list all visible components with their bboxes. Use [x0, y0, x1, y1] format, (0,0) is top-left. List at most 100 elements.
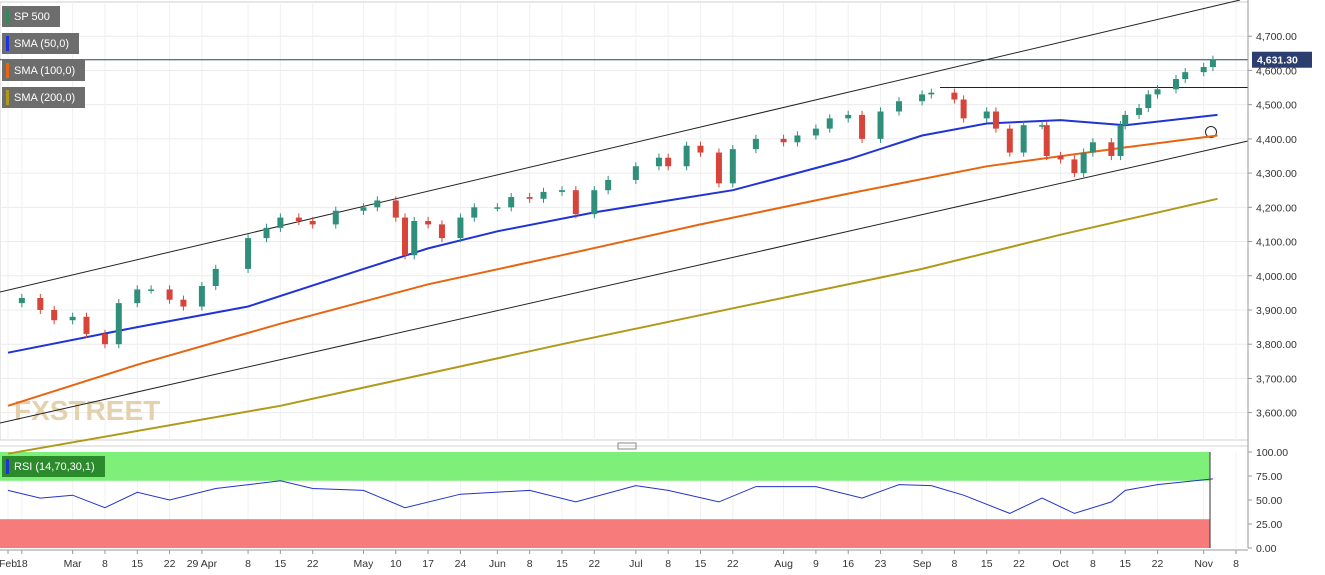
x-tick-label: Nov: [1194, 558, 1213, 570]
sma200-line: [7, 197, 1218, 455]
sma50-label: SMA (50,0): [14, 37, 70, 50]
candle-body: [332, 210, 339, 225]
candle-body: [295, 217, 302, 221]
y-tick-label: 4,500.00: [1256, 100, 1297, 112]
candles: [18, 55, 1216, 349]
candle-body: [1117, 125, 1124, 156]
rsi-tick-label: 100.00: [1256, 447, 1288, 459]
fxstreet-watermark: FXSTREET: [14, 395, 160, 426]
candle-body: [983, 111, 990, 119]
candle-body: [632, 166, 639, 180]
x-tick-label: Sep: [913, 558, 932, 570]
x-tick-label: 18: [16, 558, 28, 570]
x-tick-label: 8: [1233, 558, 1239, 570]
symbol-swatch: [6, 9, 9, 24]
candle-body: [245, 238, 252, 269]
candle-body: [780, 138, 787, 143]
candle-body: [69, 316, 76, 321]
candle-body: [558, 190, 565, 192]
plot-frame: [0, 1, 1249, 441]
sma200-label: SMA (200,0): [14, 91, 76, 104]
candle-body: [198, 286, 205, 307]
candle-body: [655, 157, 662, 167]
candle-body: [960, 99, 967, 119]
rsi-tick-label: 50.00: [1256, 495, 1282, 507]
x-tick-label: 8: [527, 558, 533, 570]
sma50-line: [7, 113, 1218, 354]
candle-body: [877, 111, 884, 139]
candle-body: [1182, 72, 1189, 79]
rsi-tick-label: 75.00: [1256, 471, 1282, 483]
candle-body: [263, 227, 270, 239]
candle-body: [471, 207, 478, 218]
candle-body: [1200, 67, 1207, 73]
candle-body: [1122, 114, 1129, 126]
candle-body: [1154, 89, 1161, 95]
symbol-label: SP 500: [14, 10, 50, 23]
candle-body: [540, 191, 547, 199]
candle-body: [1145, 94, 1152, 109]
x-tick-label: Jun: [489, 558, 506, 570]
legend-rsi[interactable]: RSI (14,70,30,1): [2, 456, 105, 477]
price-grid: [0, 1, 1249, 548]
y-tick-label: 3,700.00: [1256, 373, 1297, 385]
candle-body: [715, 152, 722, 184]
candle-body: [1089, 142, 1096, 153]
sma-lines: [7, 113, 1218, 455]
rsi-tick-label: 25.00: [1256, 519, 1282, 531]
candle-body: [895, 101, 902, 112]
last-price-tag: [1252, 51, 1312, 68]
candle-body: [180, 299, 187, 307]
candle-body: [572, 190, 579, 215]
candle-body: [526, 197, 533, 199]
candle-body: [148, 289, 155, 291]
x-tick-label: Aug: [774, 558, 793, 570]
channel-lower-line: [0, 140, 1249, 424]
candle-body: [309, 221, 316, 225]
legend-sma100[interactable]: SMA (100,0): [2, 60, 86, 81]
y-tick-label: 4,000.00: [1256, 271, 1297, 283]
candle-body: [277, 217, 284, 228]
x-tick-label: 15: [131, 558, 143, 570]
x-tick-label: 22: [588, 558, 600, 570]
legend-symbol[interactable]: SP 500: [2, 6, 60, 27]
x-tick-label: 23: [875, 558, 887, 570]
candle-body: [374, 200, 381, 208]
candle-body: [457, 217, 464, 239]
x-tick-label: 22: [727, 558, 739, 570]
candle-body: [683, 145, 690, 167]
candle-body: [101, 333, 108, 345]
candle-body: [1006, 128, 1013, 153]
y-tick-label: 4,300.00: [1256, 168, 1297, 180]
x-tick-label: 8: [951, 558, 957, 570]
candle-body: [1043, 125, 1050, 156]
candle-body: [794, 135, 801, 143]
last-price-value: 4,631.30: [1257, 55, 1298, 67]
x-tick-label: 8: [245, 558, 251, 570]
candle-body: [826, 118, 833, 129]
y-tick-label: 4,600.00: [1256, 65, 1297, 77]
candle-body: [591, 190, 598, 215]
x-tick-label: 8: [1090, 558, 1096, 570]
channel-upper-line: [0, 0, 1241, 293]
y-tick-label: 4,400.00: [1256, 134, 1297, 146]
trend-channel: [0, 0, 1249, 424]
candle-body: [37, 297, 44, 310]
candle-body: [752, 138, 759, 150]
candle-body: [992, 111, 999, 129]
x-tick-label: 15: [275, 558, 287, 570]
marker-circle: [1205, 126, 1217, 139]
candle-body: [18, 297, 25, 304]
sma50-swatch: [6, 36, 9, 51]
legend-sma200[interactable]: SMA (200,0): [2, 87, 86, 108]
candle-body: [1071, 159, 1078, 174]
x-tick-label: 15: [981, 558, 993, 570]
price-axis: 3,600.00 3,700.00 3,800.00 3,900.00 4,000.00…: [1247, 0, 1312, 548]
candle-body: [1108, 142, 1115, 156]
legend-sma50[interactable]: SMA (50,0): [2, 33, 80, 54]
candle-body: [438, 224, 445, 239]
candle-body: [166, 289, 173, 300]
candle-body: [402, 217, 409, 256]
